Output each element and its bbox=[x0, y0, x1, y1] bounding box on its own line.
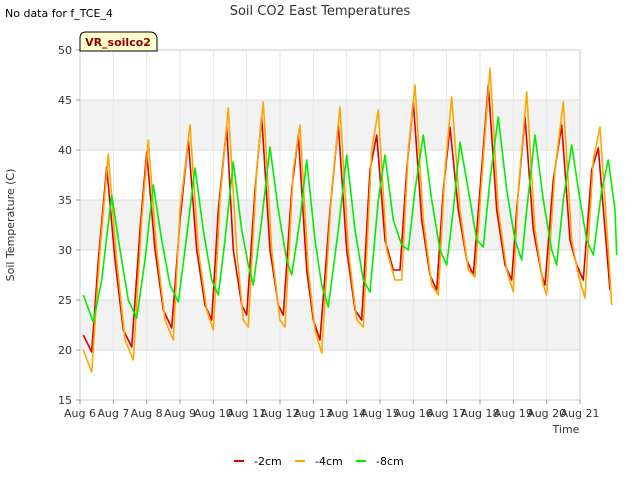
plot-frame bbox=[79, 49, 581, 401]
x-tick-label: Aug 20 bbox=[527, 407, 566, 420]
x-tick-label: Aug 7 bbox=[97, 407, 129, 420]
y-axis: 15 20 25 30 35 40 45 50 bbox=[58, 44, 80, 407]
y-tick-label: 50 bbox=[58, 44, 72, 57]
x-tick-label: Aug 21 bbox=[561, 407, 600, 420]
badge-box bbox=[79, 31, 158, 52]
band-0 bbox=[80, 350, 580, 400]
x-tick-label: Aug 10 bbox=[194, 407, 233, 420]
chart-title: Soil CO2 East Temperatures bbox=[229, 4, 411, 19]
x-tick-label: Aug 19 bbox=[494, 407, 533, 420]
y-tick-label: 45 bbox=[58, 94, 72, 107]
badge-label: VR_soilco2 bbox=[85, 36, 151, 49]
x-tick-label: Aug 16 bbox=[394, 407, 433, 420]
band-6 bbox=[80, 50, 580, 100]
x-tick-label: Aug 12 bbox=[261, 407, 300, 420]
x-axis-title: Time bbox=[552, 423, 580, 436]
x-tick-label: Aug 15 bbox=[361, 407, 400, 420]
series-layer bbox=[82, 67, 618, 373]
x-tick-label: Aug 13 bbox=[294, 407, 333, 420]
y-tick-label: 35 bbox=[58, 194, 72, 207]
x-tick-label: Aug 14 bbox=[327, 407, 366, 420]
band-1 bbox=[80, 300, 580, 350]
x-tick-label: Aug 6 bbox=[64, 407, 96, 420]
y-tick-label: 25 bbox=[58, 294, 72, 307]
y-tick-label: 15 bbox=[58, 394, 72, 407]
x-tick-label: Aug 17 bbox=[427, 407, 466, 420]
legend-label: -4cm bbox=[315, 455, 343, 468]
x-tick-label: Aug 18 bbox=[461, 407, 500, 420]
x-tick-label: Aug 8 bbox=[131, 407, 163, 420]
series-line-m8cm bbox=[82, 116, 618, 323]
x-tick-label: Aug 9 bbox=[164, 407, 196, 420]
y-tick-label: 40 bbox=[58, 144, 72, 157]
band-5 bbox=[80, 100, 580, 150]
legend: -2cm -4cm -8cm bbox=[234, 455, 404, 468]
y-tick-label: 30 bbox=[58, 244, 72, 257]
legend-label: -8cm bbox=[376, 455, 404, 468]
no-data-note: No data for f_TCE_4 bbox=[5, 7, 113, 20]
y-axis-title: Soil Temperature (C) bbox=[4, 169, 17, 282]
series-line-m4cm bbox=[82, 67, 613, 373]
legend-label: -2cm bbox=[254, 455, 282, 468]
vr-soilco2-badge: VR_soilco2 bbox=[79, 31, 158, 52]
y-tick-label: 20 bbox=[58, 344, 72, 357]
x-tick-label: Aug 11 bbox=[227, 407, 266, 420]
